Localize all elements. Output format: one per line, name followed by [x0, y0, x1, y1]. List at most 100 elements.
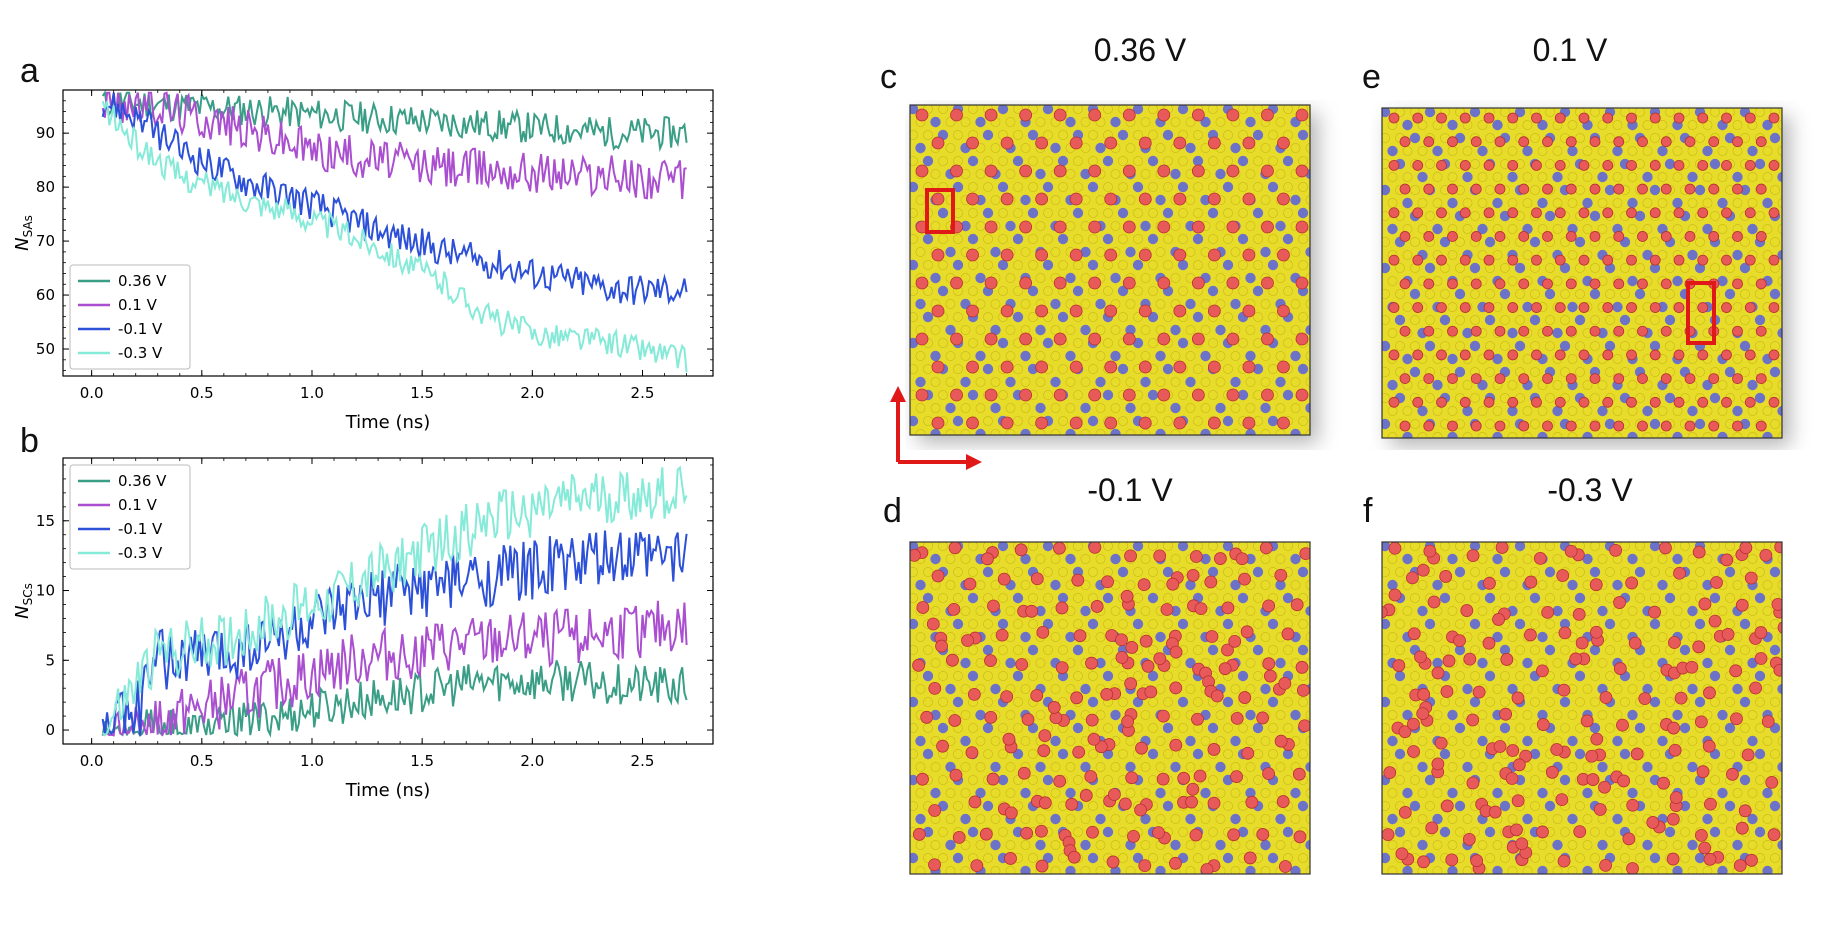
- adatom: [1460, 604, 1474, 617]
- metal-atom: [1155, 194, 1166, 206]
- metal-atom: [1125, 246, 1136, 258]
- panel-title-d: -0.1 V: [1087, 472, 1173, 508]
- adatom: [1565, 183, 1577, 195]
- metal-atom: [1777, 683, 1782, 695]
- sulfur-atom: [915, 351, 926, 361]
- sulfur-atom: [1215, 710, 1226, 720]
- metal-atom: [1649, 852, 1661, 864]
- sulfur-atom: [1395, 567, 1405, 577]
- adatom: [1613, 325, 1625, 337]
- metal-atom: [990, 761, 1001, 773]
- sulfur-atom: [1133, 130, 1143, 140]
- sulfur-atom: [1185, 117, 1196, 127]
- sulfur-atom: [1777, 580, 1782, 590]
- sulfur-atom: [1507, 432, 1518, 438]
- adatom-cluster: [1773, 663, 1782, 677]
- metal-atom: [1162, 363, 1174, 375]
- sulfur-atom: [1567, 250, 1578, 260]
- sulfur-atom: [1425, 645, 1435, 655]
- sulfur-atom: [1477, 840, 1488, 850]
- adatom: [1261, 164, 1274, 178]
- metal-atom: [1072, 644, 1084, 656]
- y-tick-label: 80: [36, 178, 55, 196]
- sulfur-atom: [1575, 723, 1585, 733]
- metal-atom: [997, 105, 1009, 115]
- adatom: [1104, 416, 1118, 430]
- sulfur-atom: [1560, 593, 1570, 603]
- adatom: [1744, 159, 1756, 171]
- metal-atom: [1589, 288, 1601, 300]
- adatom: [1242, 248, 1256, 262]
- metal-atom: [930, 787, 941, 799]
- sulfur-atom: [1410, 593, 1420, 603]
- sulfur-atom: [1567, 710, 1578, 720]
- adatom: [1230, 711, 1244, 725]
- metal-atom: [1544, 288, 1556, 300]
- sulfur-atom: [1657, 762, 1668, 772]
- sulfur-atom: [1410, 341, 1420, 351]
- adatom: [1262, 657, 1276, 671]
- adatom-cluster: [1235, 552, 1249, 566]
- adatom-cluster: [1177, 771, 1191, 785]
- sulfur-atom: [1095, 632, 1106, 642]
- sulfur-atom: [1402, 146, 1413, 156]
- adatom: [1019, 276, 1033, 290]
- adatom: [1278, 860, 1292, 873]
- sulfur-atom: [990, 377, 1001, 387]
- sulfur-atom: [975, 814, 986, 824]
- sulfur-atom: [1103, 105, 1113, 114]
- sulfur-atom: [1402, 762, 1413, 772]
- metal-atom: [1042, 542, 1054, 552]
- sulfur-atom: [910, 593, 918, 603]
- sulfur-atom: [938, 156, 948, 166]
- metal-atom: [990, 683, 1001, 695]
- adatom: [1160, 603, 1174, 616]
- sulfur-atom: [945, 788, 956, 798]
- sulfur-atom: [1253, 619, 1263, 629]
- sulfur-atom: [1103, 723, 1113, 733]
- sulfur-atom: [1657, 554, 1668, 564]
- metal-atom: [1739, 262, 1751, 274]
- metal-atom: [1522, 301, 1533, 313]
- adatom: [1277, 248, 1290, 262]
- sulfur-atom: [1777, 814, 1782, 824]
- metal-atom: [1672, 553, 1683, 565]
- metal-atom: [1020, 428, 1031, 435]
- sulfur-atom: [1417, 814, 1428, 824]
- adatom: [1735, 598, 1749, 612]
- metal-atom: [1702, 223, 1713, 235]
- adatom-cluster: [1493, 740, 1507, 753]
- sulfur-atom: [1268, 286, 1278, 296]
- metal-atom: [1267, 259, 1279, 271]
- metal-atom: [1057, 311, 1069, 323]
- adatom-cluster: [1278, 676, 1292, 690]
- sulfur-atom: [1762, 840, 1773, 850]
- sulfur-atom: [968, 286, 978, 296]
- sulfur-atom: [915, 866, 926, 874]
- sulfur-atom: [1088, 567, 1098, 577]
- adatom-cluster: [1510, 823, 1523, 837]
- sulfur-atom: [1477, 406, 1488, 416]
- sulfur-atom: [1417, 580, 1428, 590]
- adatom: [1086, 825, 1099, 839]
- sulfur-atom: [1560, 645, 1570, 655]
- metal-atom: [1245, 116, 1256, 128]
- sulfur-atom: [1148, 619, 1158, 629]
- sulfur-atom: [1170, 554, 1181, 564]
- adatom: [1447, 183, 1458, 195]
- metal-atom: [1087, 852, 1099, 864]
- sulfur-atom: [1230, 195, 1241, 205]
- adatom-cluster: [1388, 588, 1402, 602]
- metal-atom: [1402, 553, 1413, 565]
- adatom: [1447, 278, 1458, 290]
- metal-atom: [982, 566, 994, 578]
- metal-atom: [1305, 761, 1310, 773]
- adatom: [1660, 183, 1672, 195]
- adatom: [1035, 192, 1049, 206]
- sulfur-atom: [1208, 827, 1218, 837]
- sulfur-atom: [1470, 671, 1480, 681]
- sulfur-atom: [1223, 156, 1233, 166]
- metal-atom: [1305, 402, 1310, 414]
- metal-atom: [1567, 579, 1578, 591]
- sulfur-atom: [1612, 172, 1623, 182]
